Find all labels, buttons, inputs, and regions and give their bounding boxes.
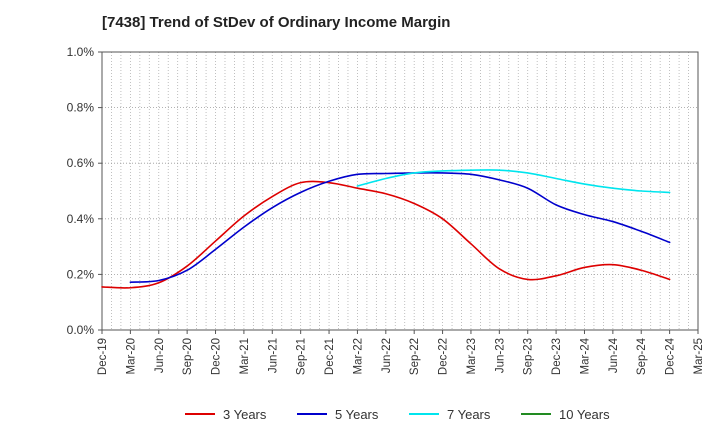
x-tick-label: Dec-23 [551,338,563,375]
y-tick-label: 0.8% [67,101,95,115]
x-tick-label: Mar-25 [693,338,705,374]
legend-label-3-years: 3 Years [223,407,267,422]
grid-lines [102,51,698,330]
series-line-5-years [129,172,671,283]
x-tick-label: Jun-20 [154,338,166,373]
x-tick-label: Sep-20 [182,338,194,375]
x-tick-label: Dec-20 [211,338,223,375]
x-tick-label: Jun-21 [267,338,279,373]
y-tick-label: 0.0% [67,323,95,337]
legend-label-10-years: 10 Years [559,407,610,422]
axes: 0.0% 0.2% 0.4% 0.6% 0.8% 1.0% Dec-19 Mar-20 Jun-… [67,45,705,375]
x-tick-label: Dec-22 [438,338,450,375]
y-tick-label: 0.6% [67,156,95,170]
x-tick-label: Dec-21 [324,338,336,375]
x-tick-label: Mar-20 [125,338,137,374]
x-tick-label: Sep-23 [523,338,535,375]
legend-label-5-years: 5 Years [335,407,379,422]
x-tick-label: Sep-21 [296,338,308,375]
x-tick-label: Sep-24 [636,337,648,375]
chart-title: [7438] Trend of StDev of Ordinary Income… [102,14,451,31]
y-tick-label: 0.4% [67,212,95,226]
x-tick-label: Jun-23 [494,338,506,373]
series-line-3-years [101,180,671,289]
x-tick-label: Jun-22 [381,338,393,373]
x-tick-label: Mar-21 [239,338,251,374]
x-tick-label: Mar-22 [352,338,364,374]
legend: 3 Years 5 Years 7 Years 10 Years [185,407,610,422]
series-line-7-years [356,169,671,194]
y-tick-label: 1.0% [67,45,95,59]
x-tick-label: Dec-19 [97,338,109,375]
series-lines [101,169,671,289]
legend-label-7-years: 7 Years [447,407,491,422]
y-tick-label: 0.2% [67,267,95,281]
plot-frame [101,51,699,331]
x-tick-label: Mar-23 [466,338,478,374]
x-tick-label: Jun-24 [608,337,620,373]
x-tick-label: Dec-24 [665,337,677,375]
x-tick-label: Mar-24 [579,337,591,374]
x-tick-label: Sep-22 [409,338,421,375]
